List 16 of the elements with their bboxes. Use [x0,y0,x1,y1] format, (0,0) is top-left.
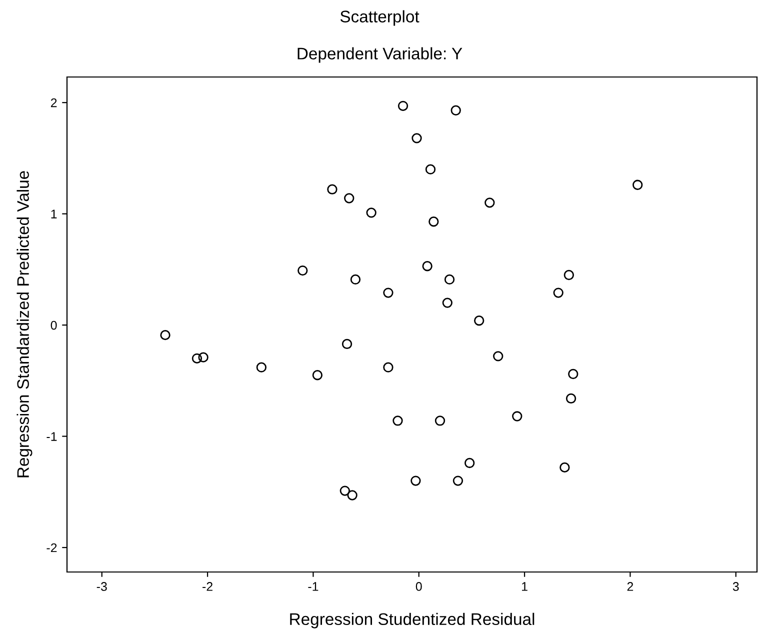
chart-title: Scatterplot [340,10,420,26]
y-tick-label: 2 [50,98,57,108]
y-tick-label: -1 [46,432,57,441]
x-tick-label: 3 [732,582,739,591]
x-tick-label: -1 [308,582,318,591]
x-tick-label: 0 [416,582,422,591]
y-tick-label: -2 [46,543,57,552]
x-tick-label: -2 [202,582,212,591]
y-axis-title: Regression Standardized Predicted Value [16,171,32,478]
x-tick-label: 2 [627,582,634,591]
y-tick-label: 1 [51,210,57,218]
x-axis-title: Regression Studentized Residual [290,612,534,628]
chart-subtitle: Dependent Variable: Y [298,47,462,63]
x-tick-label: 1 [522,582,528,591]
x-tick-label: -3 [96,582,107,591]
y-tick-label: 0 [50,320,57,330]
